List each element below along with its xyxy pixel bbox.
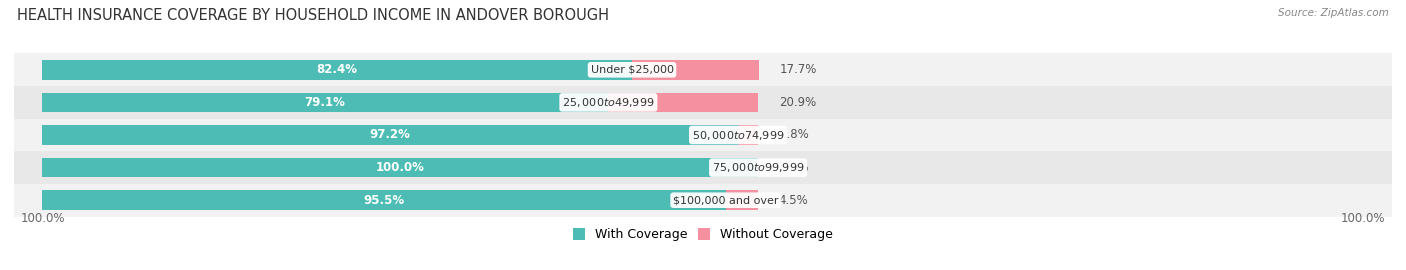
Text: 95.5%: 95.5% xyxy=(363,194,405,207)
Text: 97.2%: 97.2% xyxy=(370,129,411,141)
Text: 100.0%: 100.0% xyxy=(375,161,425,174)
Text: 4.5%: 4.5% xyxy=(779,194,808,207)
Text: 20.9%: 20.9% xyxy=(779,96,815,109)
Text: 0.0%: 0.0% xyxy=(779,161,808,174)
Text: $25,000 to $49,999: $25,000 to $49,999 xyxy=(562,96,655,109)
Bar xyxy=(42,125,738,145)
Bar xyxy=(609,93,758,112)
Bar xyxy=(14,86,1392,119)
Text: 100.0%: 100.0% xyxy=(21,212,66,225)
Bar xyxy=(14,184,1392,217)
Text: HEALTH INSURANCE COVERAGE BY HOUSEHOLD INCOME IN ANDOVER BOROUGH: HEALTH INSURANCE COVERAGE BY HOUSEHOLD I… xyxy=(17,8,609,23)
Text: 100.0%: 100.0% xyxy=(1340,212,1385,225)
Text: Under $25,000: Under $25,000 xyxy=(591,65,673,75)
Text: 17.7%: 17.7% xyxy=(779,63,817,76)
Text: 79.1%: 79.1% xyxy=(305,96,346,109)
Bar xyxy=(738,125,758,145)
Bar xyxy=(42,158,758,177)
Text: Source: ZipAtlas.com: Source: ZipAtlas.com xyxy=(1278,8,1389,18)
Text: $50,000 to $74,999: $50,000 to $74,999 xyxy=(692,129,785,141)
Bar xyxy=(725,190,758,210)
Text: $100,000 and over: $100,000 and over xyxy=(673,195,779,205)
Text: 82.4%: 82.4% xyxy=(316,63,357,76)
Bar xyxy=(42,93,609,112)
Bar xyxy=(42,190,725,210)
Text: 2.8%: 2.8% xyxy=(779,129,808,141)
Bar xyxy=(14,151,1392,184)
Text: $75,000 to $99,999: $75,000 to $99,999 xyxy=(711,161,804,174)
Bar xyxy=(633,60,759,80)
Bar xyxy=(14,53,1392,86)
Legend: With Coverage, Without Coverage: With Coverage, Without Coverage xyxy=(568,223,838,246)
Bar xyxy=(42,60,633,80)
Bar xyxy=(14,119,1392,151)
